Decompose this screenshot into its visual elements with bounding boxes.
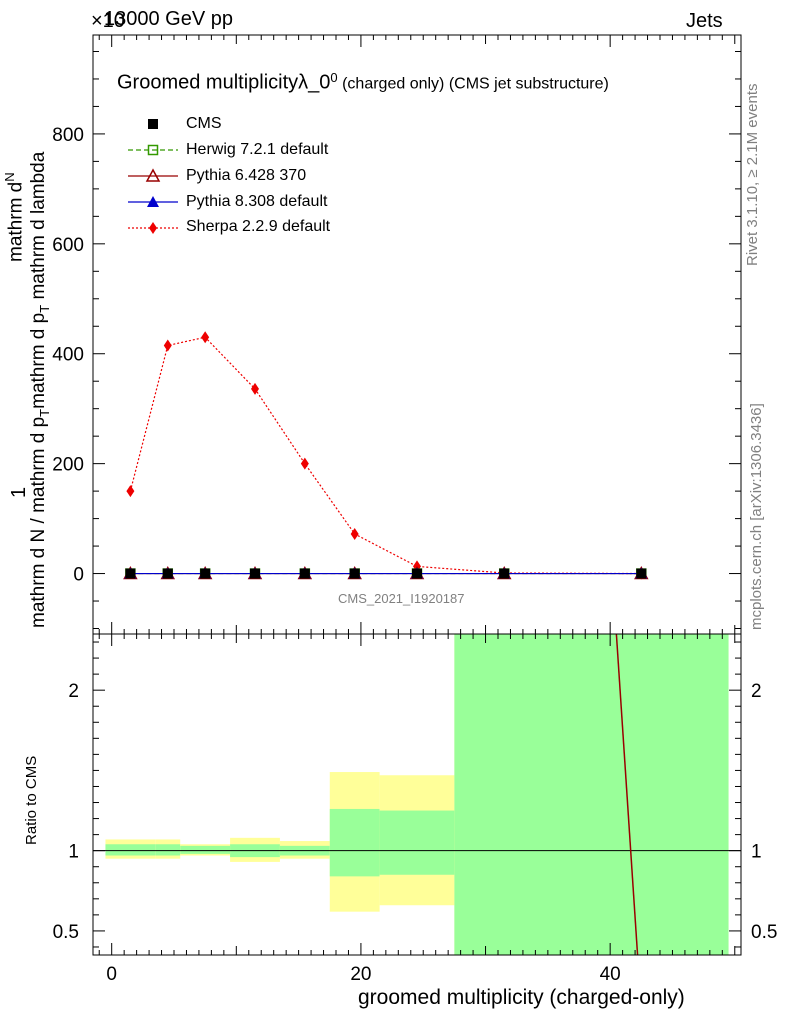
legend-marker-0 (148, 119, 158, 129)
series-4-point-4 (300, 457, 309, 470)
ytick-bottom-label-right-2: 2 (751, 681, 762, 702)
series-4-point-2 (201, 331, 210, 344)
ylabel-top-part2: mathrm d p (28, 312, 49, 409)
series-0-point-8 (636, 568, 647, 579)
ytick-top-label-400: 400 (52, 345, 84, 366)
ylabel-top-sub1: T (36, 408, 52, 417)
ytick-top-label-0: 0 (73, 565, 84, 586)
ratio-band-green-5 (329, 808, 380, 877)
series-4-point-3 (251, 382, 259, 395)
series-group (123, 331, 649, 580)
legend-marker-3 (147, 196, 159, 207)
bottom-panel-frame (92, 633, 742, 956)
series-0-point-4 (299, 568, 310, 579)
series-4-line (129, 336, 642, 575)
ylabel-bottom: Ratio to CMS (23, 755, 40, 845)
legend-label-cms: CMS (186, 115, 222, 132)
analysis-watermark: CMS_2021_I1920187 (338, 591, 465, 606)
ratio-band-green-1 (155, 844, 181, 856)
chart-title: Groomed multiplicityλ_00 (charged only) … (117, 70, 609, 94)
ratio-band-green-6 (379, 810, 455, 875)
ylabel-top-upper: mathrm dN (2, 172, 27, 262)
ytick-top-label-600: 600 (52, 235, 84, 256)
ratio-band-green-7 (454, 634, 729, 955)
legend-marker-1 (147, 144, 159, 156)
ratio-band-green-2 (180, 845, 231, 854)
series-4-point-5 (350, 527, 359, 540)
series-0-point-7 (499, 568, 510, 579)
ytick-bottom-label-right-1: 1 (751, 842, 762, 863)
xtick-label-0: 0 (106, 964, 117, 985)
chart-title-main: Groomed multiplicityλ_0 (117, 71, 331, 94)
series-0-point-0 (125, 568, 136, 579)
ytick-top-label-800: 800 (52, 125, 84, 146)
ytick-bottom-label-left-0.5: 0.5 (53, 922, 79, 943)
xtick-label-40: 40 (600, 964, 621, 985)
rivet-info: Rivet 3.1.10, ≥ 2.1M events (744, 83, 761, 267)
ylabel-top-denominator: mathrm d N / mathrm d pTmathrm d pT math… (28, 152, 52, 628)
ylabel-top-part1: mathrm d N / mathrm d p (28, 416, 49, 628)
legend-label-herwig: Herwig 7.2.1 default (186, 141, 329, 158)
legend-label-sherpa: Sherpa 2.2.9 default (186, 218, 331, 235)
series-4-point-1 (163, 339, 172, 352)
ylabel-top-upper-b: N (2, 172, 17, 182)
series-0-point-3 (250, 568, 260, 579)
series-0-point-5 (349, 568, 360, 579)
series-0-point-6 (412, 568, 422, 579)
ratio-lines (93, 633, 741, 956)
mcplots-info: mcplots.cern.ch [arXiv:1306.3436] (748, 403, 765, 630)
ylabel-top-sub2: T (36, 304, 52, 313)
legend-marker-2 (145, 168, 161, 182)
legend-label-pythia8: Pythia 8.308 default (186, 193, 328, 210)
header-exponent: ×10 (91, 10, 125, 32)
chart-title-rest: (charged only) (CMS jet substructure) (337, 75, 609, 93)
ytick-bottom-label-left-1: 1 (68, 842, 79, 863)
series-0-point-2 (200, 568, 211, 579)
xlabel: groomed multiplicity (charged-only) (358, 986, 685, 1009)
series-4-point-0 (126, 485, 135, 498)
legend-marker-4 (149, 222, 157, 234)
ratio-band-green-0 (105, 844, 156, 856)
chart-title-sup: 0 (330, 70, 338, 85)
ytick-bottom-label-left-2: 2 (68, 681, 79, 702)
ratio-line-pythia6 (615, 633, 639, 956)
header-process: Jets (686, 10, 723, 32)
legend-markers (128, 119, 178, 234)
xtick-label-20: 20 (350, 964, 371, 985)
ylabel-top-upper-a: mathrm d (5, 181, 27, 262)
series-0-point-1 (162, 568, 173, 579)
ytick-top-label-200: 200 (52, 455, 84, 476)
legend-label-pythia6: Pythia 6.428 370 (186, 167, 307, 184)
ytick-bottom-label-right-0.5: 0.5 (751, 922, 777, 943)
ylabel-top-part3: mathrm d lambda (28, 151, 49, 305)
header-energy: 13000 GeV pp (104, 8, 233, 30)
